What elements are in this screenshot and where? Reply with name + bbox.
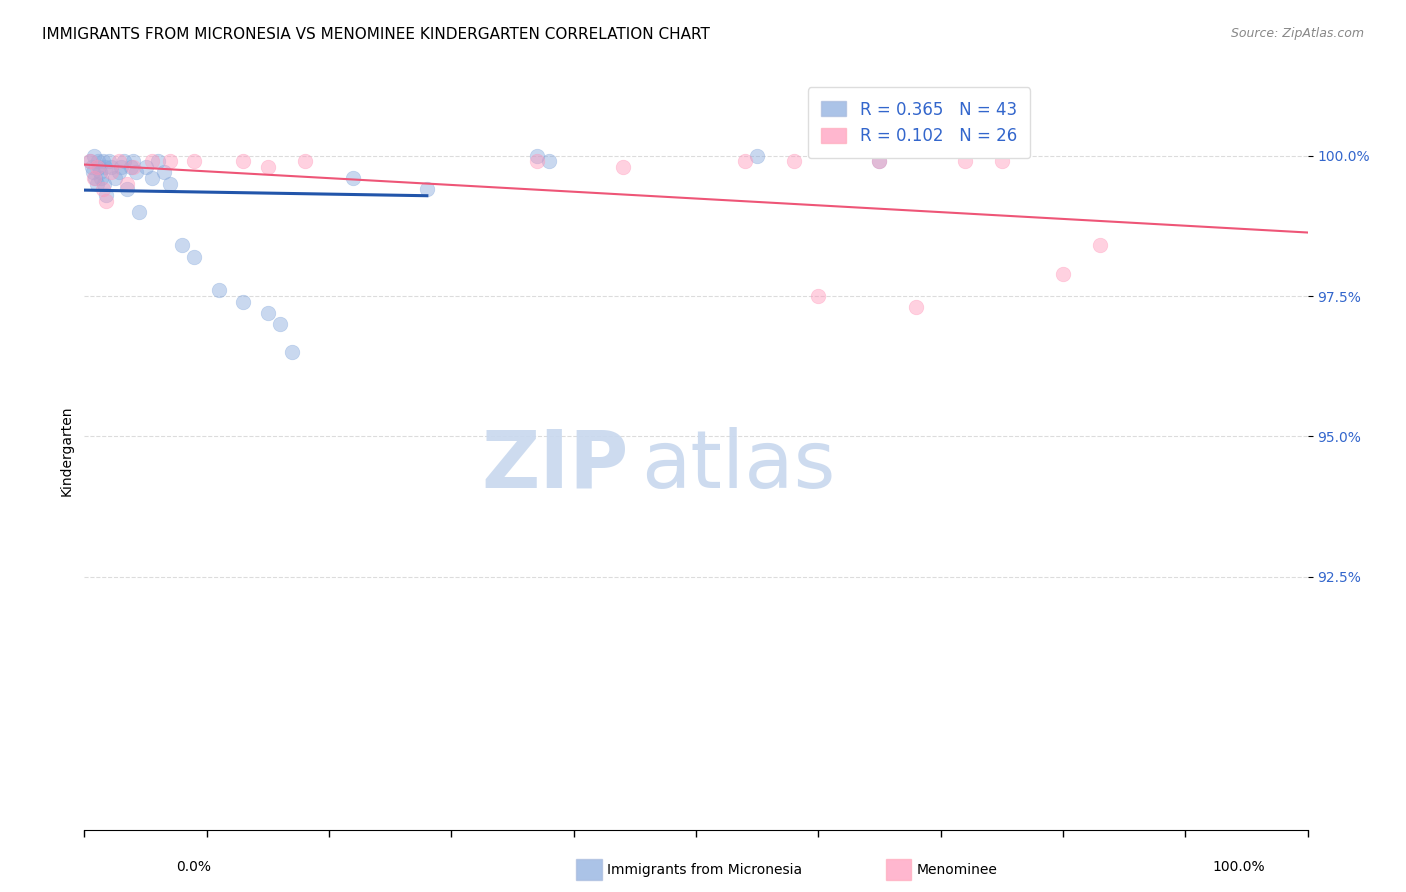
Point (953, 154, 976, 169)
Point (526, 154, 548, 169)
Point (93, 177, 115, 191)
Point (79, 154, 101, 169)
Point (141, 171, 163, 186)
Point (232, 154, 254, 169)
Point (83, 148, 105, 162)
Point (869, 154, 891, 169)
Point (747, 148, 769, 162)
Point (90, 171, 112, 186)
Point (612, 160, 634, 174)
Point (87, 160, 110, 174)
Point (269, 317, 291, 331)
Point (115, 177, 138, 191)
Point (112, 154, 135, 169)
Point (122, 154, 145, 169)
Point (110, 160, 132, 174)
Point (159, 154, 181, 169)
Point (107, 154, 129, 169)
Point (416, 182, 439, 196)
Point (84, 171, 107, 186)
Point (1052, 267, 1074, 281)
Point (97, 154, 120, 169)
Point (96, 188, 118, 202)
Point (100, 160, 122, 174)
Point (79, 154, 101, 169)
Point (257, 160, 280, 174)
Bar (886, 859, 911, 880)
Point (104, 171, 127, 186)
Point (526, 148, 548, 162)
Point (91, 154, 114, 169)
Point (122, 160, 145, 174)
Point (100, 165, 122, 179)
Point (183, 250, 205, 264)
Point (153, 165, 176, 179)
Point (1088, 238, 1111, 252)
Point (94, 160, 117, 174)
Point (82, 165, 104, 179)
Text: 100.0%: 100.0% (1213, 860, 1265, 874)
Point (135, 160, 157, 174)
Y-axis label: Kindergarten: Kindergarten (59, 405, 73, 496)
Text: atlas: atlas (641, 426, 835, 505)
Point (120, 160, 142, 174)
Point (159, 177, 181, 191)
Point (83, 171, 105, 186)
Text: IMMIGRANTS FROM MICRONESIA VS MENOMINEE KINDERGARTEN CORRELATION CHART: IMMIGRANTS FROM MICRONESIA VS MENOMINEE … (42, 27, 710, 42)
Text: 0.0%: 0.0% (176, 860, 211, 874)
Point (86, 160, 108, 174)
Text: Menominee: Menominee (917, 863, 998, 877)
Point (734, 154, 756, 169)
Point (86, 177, 108, 191)
Point (294, 154, 316, 169)
Text: Source: ZipAtlas.com: Source: ZipAtlas.com (1230, 27, 1364, 40)
Point (257, 306, 280, 320)
Point (991, 154, 1014, 169)
Point (115, 182, 138, 196)
Point (89, 165, 111, 179)
Point (807, 289, 830, 303)
Point (342, 171, 364, 186)
Point (80, 160, 103, 174)
Text: ZIP: ZIP (481, 426, 628, 505)
Point (172, 238, 194, 252)
Point (107, 165, 129, 179)
Point (125, 165, 148, 179)
Point (538, 154, 561, 169)
Point (183, 154, 205, 169)
Point (869, 154, 891, 169)
Point (128, 204, 150, 219)
Point (87, 154, 110, 169)
Point (232, 294, 254, 309)
Point (146, 154, 169, 169)
Point (96, 194, 118, 208)
Bar (576, 859, 602, 880)
Point (905, 300, 928, 314)
Point (141, 154, 163, 169)
Point (208, 284, 231, 298)
Legend: R = 0.365   N = 43, R = 0.102   N = 26: R = 0.365 N = 43, R = 0.102 N = 26 (808, 87, 1031, 158)
Point (91, 182, 114, 196)
Point (281, 345, 304, 359)
Point (783, 154, 806, 169)
Text: Immigrants from Micronesia: Immigrants from Micronesia (607, 863, 803, 877)
